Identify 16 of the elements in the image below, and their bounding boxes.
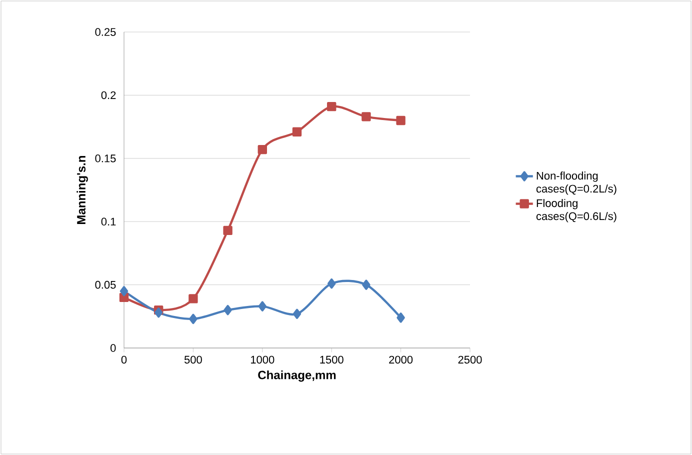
x-tick-label: 1500 <box>320 356 344 364</box>
x-tick-label: 2000 <box>389 356 413 364</box>
legend-label: Non-flooding cases(Q=0.2L/s) <box>536 172 616 195</box>
x-axis-title: Chainage,mm <box>258 370 336 382</box>
x-tick-label: 500 <box>184 356 202 364</box>
y-tick-label: 0.2 <box>101 91 116 100</box>
y-tick-label: 0.1 <box>101 218 116 226</box>
x-tick-label: 1000 <box>251 356 274 364</box>
y-tick-label: 0.05 <box>95 280 116 289</box>
x-tick-label: 2500 <box>458 356 482 364</box>
legend-label: Flooding cases(Q=0.6L/s) <box>536 199 616 222</box>
x-tick-label: 0 <box>121 356 127 364</box>
y-tick-label: 0.15 <box>95 154 116 162</box>
y-tick-label: 0.25 <box>95 28 116 36</box>
y-axis-title: Manning's.n <box>76 156 88 224</box>
y-tick-label: 0 <box>110 344 116 352</box>
